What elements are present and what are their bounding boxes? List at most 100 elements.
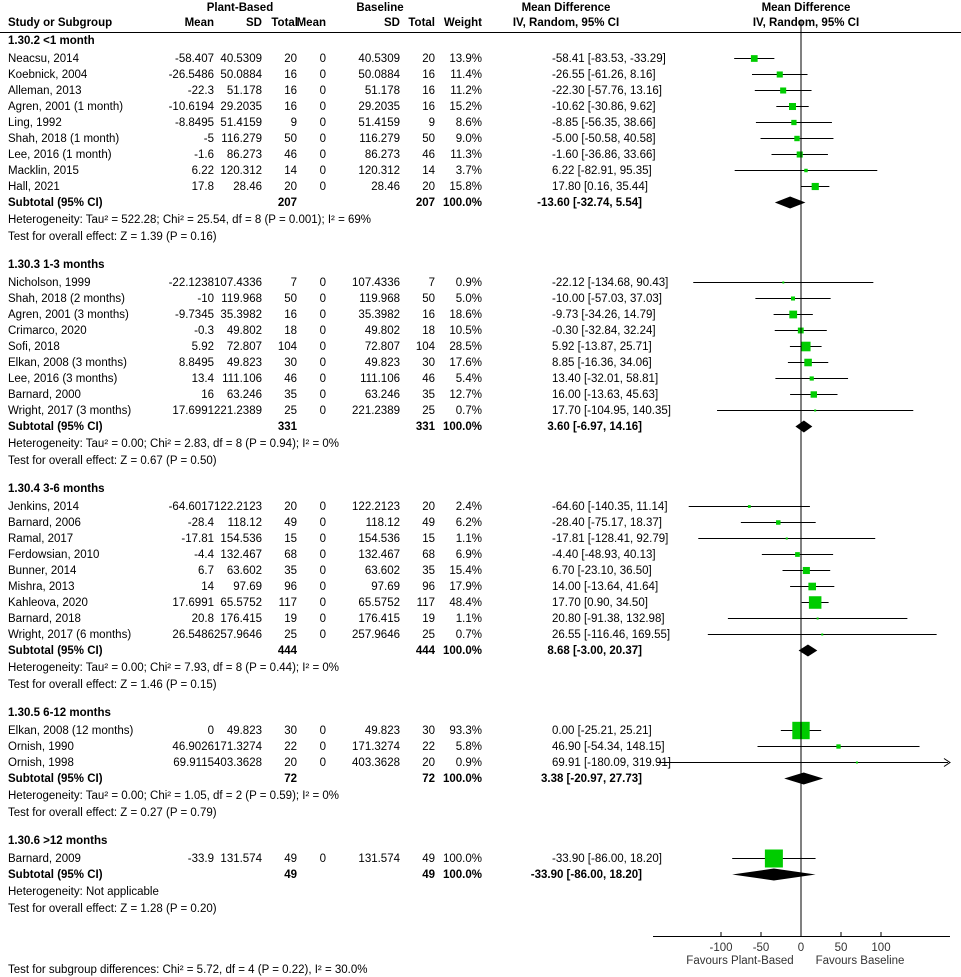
study-name: Neacsu, 2014 — [8, 52, 79, 65]
subtotal-diamond — [795, 420, 813, 433]
subtotal-label: Subtotal (95% CI) — [8, 772, 103, 785]
base-mean: 0 — [319, 356, 326, 369]
base-total: 30 — [422, 356, 435, 369]
study-name: Elkan, 2008 (3 months) — [8, 356, 127, 369]
weight: 0.7% — [455, 404, 482, 417]
x-tick-label: 50 — [835, 942, 848, 954]
plant-mean: -58.407 — [174, 52, 214, 65]
study-effect-marker — [785, 537, 788, 540]
plant-total: 50 — [284, 132, 297, 145]
plant-total: 7 — [290, 276, 297, 289]
plant-mean: -26.5486 — [168, 68, 214, 81]
plant-total: 25 — [284, 404, 297, 417]
base-sd: 63.602 — [364, 564, 400, 577]
plant-total: 20 — [284, 756, 297, 769]
heterogeneity-stats: Heterogeneity: Not applicable — [8, 885, 159, 898]
plant-mean: 17.8 — [191, 180, 214, 193]
weight: 8.6% — [455, 116, 482, 129]
plant-total: 35 — [284, 564, 297, 577]
plant-total: 96 — [284, 580, 297, 593]
plant-mean: 26.5486 — [172, 628, 214, 641]
base-total: 16 — [422, 308, 435, 321]
base-mean: 0 — [319, 164, 326, 177]
plant-total: 49 — [284, 852, 297, 865]
base-mean: 0 — [319, 276, 326, 289]
weight: 2.4% — [455, 500, 482, 513]
base-mean: 0 — [319, 324, 326, 337]
study-effect-marker — [794, 135, 800, 142]
plant-sd-header: SD — [246, 17, 262, 29]
subtotal-diamond — [774, 196, 806, 209]
plant-total: 20 — [284, 52, 297, 65]
base-mean: 0 — [319, 340, 326, 353]
study-effect-marker — [789, 310, 798, 319]
study-name: Macklin, 2015 — [8, 164, 79, 177]
base-sd: 221.2389 — [352, 404, 400, 417]
mean-difference-ci: 26.55 [-116.46, 169.55] — [552, 628, 671, 641]
base-sd: 154.536 — [358, 532, 400, 545]
weight: 15.2% — [449, 100, 482, 113]
plant-total: 15 — [284, 532, 297, 545]
study-effect-marker — [811, 182, 819, 191]
base-total: 30 — [422, 724, 435, 737]
plant-sd: 29.2035 — [220, 100, 262, 113]
weight: 11.2% — [450, 84, 482, 97]
plant-mean: -10 — [197, 292, 214, 305]
mean-difference-ci: -26.55 [-61.26, 8.16] — [552, 68, 656, 81]
study-effect-marker — [814, 409, 817, 412]
base-sd: 132.467 — [358, 548, 400, 561]
base-sd-header: SD — [384, 17, 400, 29]
plant-total: 30 — [284, 356, 297, 369]
base-mean: 0 — [319, 52, 326, 65]
study-name: Jenkins, 2014 — [8, 500, 79, 513]
plant-sd: 86.273 — [226, 148, 262, 161]
plant-mean: 5.92 — [191, 340, 214, 353]
base-total: 46 — [422, 372, 435, 385]
base-sd: 49.823 — [364, 356, 400, 369]
weight: 3.7% — [455, 164, 482, 177]
plant-sd: 403.3628 — [214, 756, 262, 769]
study-name: Lee, 2016 (1 month) — [8, 148, 112, 161]
subtotal-diamond — [798, 644, 818, 657]
study-effect-marker — [796, 151, 803, 158]
plant-mean: -5 — [203, 132, 214, 145]
weight: 13.9% — [449, 52, 482, 65]
base-sd: 122.2123 — [352, 500, 400, 513]
base-sd: 40.5309 — [358, 52, 400, 65]
weight: 15.8% — [449, 180, 482, 193]
mean-difference-ci: -22.30 [-57.76, 13.16] — [552, 84, 662, 97]
weight: 5.0% — [455, 292, 482, 305]
weight: 93.3% — [449, 724, 482, 737]
study-name: Ling, 1992 — [8, 116, 62, 129]
base-sd: 35.3982 — [358, 308, 400, 321]
plant-total: 18 — [284, 324, 297, 337]
base-mean: 0 — [319, 612, 326, 625]
base-sd: 111.106 — [360, 372, 400, 385]
weight: 1.1% — [455, 532, 482, 545]
base-total: 20 — [422, 180, 435, 193]
base-mean: 0 — [319, 580, 326, 593]
plant-sd: 119.968 — [221, 292, 262, 305]
heterogeneity-stats: Heterogeneity: Tau² = 0.00; Chi² = 7.93,… — [8, 661, 340, 674]
base-mean: 0 — [319, 308, 326, 321]
study-name: Shah, 2018 (2 months) — [8, 292, 125, 305]
base-total: 35 — [422, 388, 435, 401]
plant-total: 19 — [284, 612, 297, 625]
study-effect-marker — [790, 296, 796, 301]
weight: 0.7% — [455, 628, 482, 641]
overall-effect-test: Test for overall effect: Z = 1.39 (P = 0… — [8, 230, 217, 243]
weight: 1.1% — [455, 612, 482, 625]
plant-total: 16 — [284, 84, 297, 97]
base-total: 104 — [415, 340, 435, 353]
plant-total: 35 — [284, 388, 297, 401]
heterogeneity-stats: Heterogeneity: Tau² = 0.00; Chi² = 1.05,… — [8, 789, 340, 802]
plant-sd: 171.3274 — [214, 740, 262, 753]
plant-sd: 176.415 — [220, 612, 262, 625]
plant-total: 46 — [284, 372, 297, 385]
plant-sd: 51.178 — [226, 84, 262, 97]
study-name: Ramal, 2017 — [8, 532, 74, 545]
weight: 48.4% — [449, 596, 482, 609]
study-effect-marker — [788, 102, 797, 111]
plant-mean: 20.8 — [191, 612, 214, 625]
